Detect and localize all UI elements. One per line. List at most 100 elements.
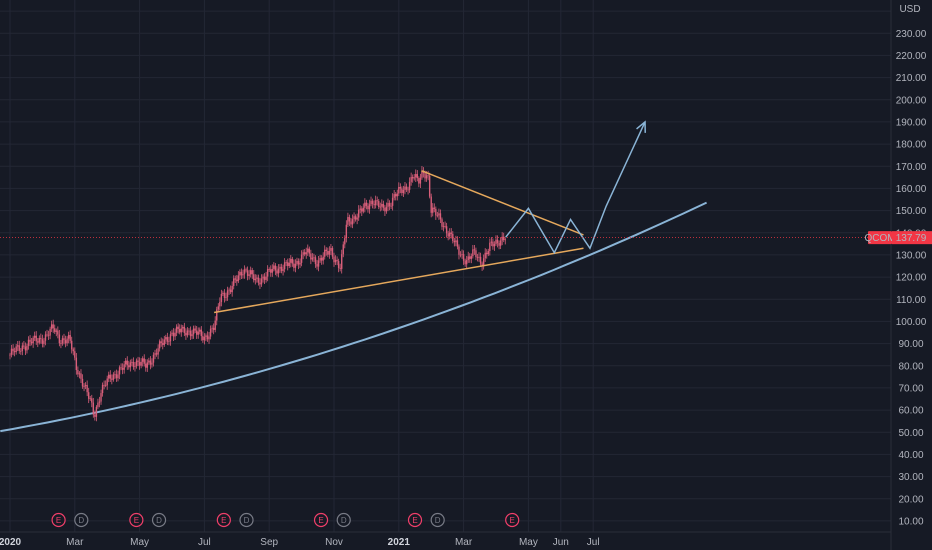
- candle-body: [453, 240, 456, 243]
- candle-body: [183, 326, 186, 333]
- candle-body: [345, 224, 348, 239]
- time-tick-label: Jun: [553, 537, 569, 548]
- candle-body: [473, 249, 476, 251]
- candle-body: [430, 196, 432, 213]
- candle-body: [29, 339, 31, 342]
- candle-body: [23, 345, 25, 347]
- candle-body: [416, 174, 419, 179]
- triangle-trendlines: [213, 169, 584, 314]
- candle-body: [203, 336, 206, 341]
- event-badge-letter: E: [134, 516, 139, 525]
- candle-body: [143, 358, 145, 364]
- candle-body: [320, 257, 323, 261]
- candle-body: [208, 336, 210, 340]
- time-tick-label: Jul: [198, 537, 211, 548]
- candle-body: [200, 329, 203, 337]
- dividend-badge[interactable]: D: [74, 512, 89, 528]
- candle-body: [50, 324, 53, 329]
- candle-body: [479, 256, 482, 264]
- candle-body: [220, 293, 223, 302]
- last-price-value: 137.79: [896, 233, 927, 244]
- candle-body: [175, 326, 178, 333]
- candle-body: [100, 393, 102, 402]
- candle-body: [490, 241, 493, 243]
- candle-body: [86, 384, 88, 393]
- candle-body: [337, 261, 340, 268]
- candle-body: [154, 353, 156, 355]
- candle-body: [80, 373, 82, 379]
- candle-body: [226, 290, 229, 298]
- upper-resistance-line: [421, 169, 584, 236]
- candle-body: [374, 200, 377, 206]
- candle-body: [91, 398, 93, 403]
- candle-body: [83, 386, 85, 387]
- price-axis-ticks: 10.00 20.00 30.00 40.00 50.00 60.00 70.00 80.00…: [896, 29, 927, 528]
- earnings-badge[interactable]: E: [313, 512, 329, 528]
- candle-body: [458, 246, 460, 255]
- earnings-badge[interactable]: E: [51, 512, 66, 528]
- candle-body: [191, 334, 193, 337]
- earnings-badge[interactable]: E: [407, 512, 423, 528]
- candle-body: [407, 189, 409, 191]
- price-tick-label: 100.00: [896, 317, 927, 328]
- candle-body: [106, 378, 108, 386]
- event-badge-letter: D: [341, 516, 347, 525]
- candle-body: [427, 175, 429, 177]
- candle-body: [163, 339, 165, 345]
- candle-body: [251, 270, 253, 275]
- symbol-label: QCOM: [864, 233, 895, 244]
- candle-body: [354, 216, 357, 220]
- candle-body: [282, 269, 284, 271]
- candle-body: [186, 330, 189, 336]
- dividend-badge[interactable]: D: [239, 512, 254, 528]
- candle-body: [228, 289, 230, 291]
- candle-body: [166, 337, 169, 342]
- candle-body: [384, 207, 386, 212]
- lower-support-line: [213, 247, 584, 314]
- candle-body: [263, 276, 266, 280]
- candle-body: [294, 263, 297, 268]
- earnings-badge[interactable]: E: [129, 512, 144, 528]
- candle-body: [118, 367, 121, 375]
- time-tick-label: Mar: [455, 537, 473, 548]
- candle-body: [299, 262, 301, 265]
- candle-body: [314, 257, 317, 265]
- event-badge-letter: D: [78, 516, 84, 525]
- candle-body: [125, 360, 127, 365]
- price-tick-label: 190.00: [896, 117, 927, 128]
- candle-body: [328, 250, 331, 255]
- candle-body: [290, 258, 292, 263]
- candle-body: [330, 248, 332, 251]
- candle-body: [313, 257, 315, 259]
- candle-body: [365, 202, 368, 206]
- dividend-badge[interactable]: D: [336, 512, 351, 528]
- candle-body: [66, 338, 68, 344]
- candle-body: [223, 292, 226, 298]
- candle-body: [169, 334, 172, 342]
- dividend-badge[interactable]: D: [430, 512, 445, 528]
- candle-body: [413, 177, 415, 179]
- candle-body: [311, 257, 314, 260]
- earnings-badge[interactable]: E: [216, 512, 231, 528]
- candle-body: [421, 170, 423, 178]
- candle-body: [217, 306, 219, 310]
- price-axis-panel[interactable]: [891, 0, 932, 550]
- candle-body: [54, 328, 56, 332]
- candle-body: [132, 361, 135, 367]
- dividend-badge[interactable]: D: [151, 512, 167, 528]
- price-candles: [9, 166, 506, 422]
- candle-body: [402, 189, 405, 194]
- candle-body: [189, 330, 192, 337]
- candle-body: [378, 201, 380, 207]
- earnings-badge[interactable]: E: [505, 512, 520, 528]
- candle-body: [305, 252, 307, 255]
- candle-body: [137, 360, 139, 363]
- projection-arrowhead: [636, 120, 646, 133]
- candle-body: [61, 338, 64, 344]
- price-tick-label: 80.00: [898, 361, 923, 372]
- candle-body: [353, 216, 355, 220]
- candle-body: [379, 206, 381, 208]
- dividend-badge-ring: [151, 512, 167, 528]
- time-axis-ticks[interactable]: 2020 Mar May Jul Sep Nov 2021 Mar May Jun Jul: [0, 537, 600, 548]
